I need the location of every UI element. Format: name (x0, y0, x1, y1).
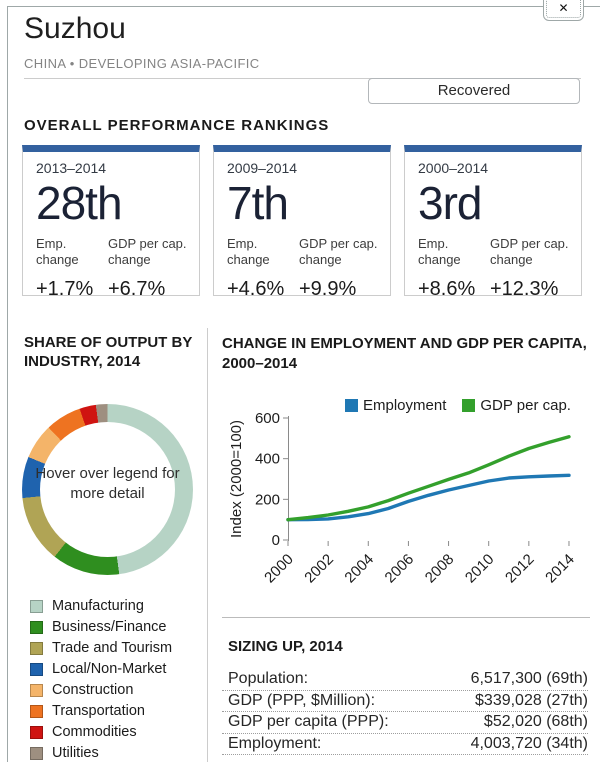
rank-card-2009-2014: 2009–2014 7th Emp. change +4.6% GDP per … (213, 145, 391, 300)
x-tick-label: 2014 (542, 551, 578, 585)
legend-label: Trade and Tourism (52, 640, 173, 656)
gdp-change-label: GDP per cap. change (108, 236, 187, 268)
row-label: GDP (PPP, $Million): (228, 691, 376, 709)
emp-change-label: Emp. change (418, 236, 461, 268)
legend-label: Utilities (52, 745, 99, 761)
industry-legend-item[interactable]: Trade and Tourism (30, 641, 172, 655)
row-label: GDP per capita (PPP): (228, 713, 389, 731)
emp-change-label: Emp. change (36, 236, 79, 268)
gdp-change-value: +6.7% (108, 277, 166, 300)
x-tick-label: 2010 (462, 551, 498, 585)
industry-legend-item[interactable]: Business/Finance (30, 620, 172, 634)
industry-donut-chart: Hover over legend for more detail (22, 404, 193, 575)
row-label: Employment: (228, 734, 322, 752)
sizing-table: Population: 6,517,300 (69th) GDP (PPP, $… (222, 669, 588, 755)
legend-swatch (30, 641, 43, 655)
header-divider (24, 78, 581, 79)
legend-swatch (30, 683, 43, 697)
table-row-gdp-per-capita: GDP per capita (PPP): $52,020 (68th) (222, 712, 588, 734)
donut-center-note: Hover over legend for more detail (35, 465, 180, 503)
employment-swatch (345, 399, 358, 412)
industry-legend: Manufacturing Business/Finance Trade and T… (30, 599, 172, 760)
gdp-change-label: GDP per cap. change (299, 236, 378, 268)
rankings-cards-row: 2013–2014 28th Emp. change +1.7% GDP per… (22, 145, 582, 300)
y-axis-label: Index (2000=100) (228, 420, 245, 538)
x-tick-label: 2008 (422, 551, 458, 585)
rankings-heading: OVERALL PERFORMANCE RANKINGS (24, 117, 330, 134)
table-row-employment: Employment: 4,003,720 (34th) (222, 734, 588, 755)
page-subtitle: CHINA • DEVELOPING ASIA-PACIFIC (24, 56, 260, 71)
y-tick-label: 400 (255, 451, 280, 468)
industry-legend-item[interactable]: Commodities (30, 725, 172, 739)
panel-border (7, 6, 600, 762)
legend-swatch (30, 704, 43, 718)
legend-swatch (30, 725, 43, 739)
line-chart-title: CHANGE IN EMPLOYMENT AND GDP PER CAPITA,… (222, 335, 587, 372)
legend-label: Transportation (52, 703, 145, 719)
industry-legend-item[interactable]: Local/Non-Market (30, 662, 172, 676)
legend-label: Commodities (52, 724, 137, 740)
row-value: $52,020 (68th) (483, 713, 588, 731)
x-tick-label: 2004 (341, 551, 377, 585)
rank-period: 2013–2014 (36, 160, 107, 176)
rank-card-2000-2014: 2000–2014 3rd Emp. change +8.6% GDP per … (404, 145, 582, 300)
rank-card-2013-2014: 2013–2014 28th Emp. change +1.7% GDP per… (22, 145, 200, 300)
close-button[interactable]: ✕ (543, 0, 584, 21)
recovered-status-button[interactable]: Recovered (368, 78, 580, 104)
legend-swatch (30, 599, 43, 613)
emp-change-value: +8.6% (418, 277, 476, 300)
row-value: $339,028 (27th) (475, 691, 588, 709)
y-tick-label: 200 (255, 491, 280, 508)
table-row-gdp: GDP (PPP, $Million): $339,028 (27th) (222, 691, 588, 712)
x-tick-label: 2000 (261, 551, 297, 585)
legend-swatch (30, 746, 43, 760)
gdp-change-value: +12.3% (490, 277, 559, 300)
rank-value: 3rd (418, 177, 482, 229)
legend-item-gdp-per-cap: GDP per cap. (462, 397, 571, 414)
x-tick-label: 2006 (382, 551, 418, 585)
industry-legend-item[interactable]: Construction (30, 683, 172, 697)
industry-chart-title: SHARE OF OUTPUT BY INDUSTRY, 2014 (24, 334, 193, 370)
rank-period: 2000–2014 (418, 160, 489, 176)
legend-item-employment: Employment (345, 397, 446, 414)
y-tick-label: 600 (255, 410, 280, 427)
gdp-change-label: GDP per cap. change (490, 236, 569, 268)
gdp-change-value: +9.9% (299, 277, 357, 300)
emp-change-value: +1.7% (36, 277, 94, 300)
donut-hole (40, 422, 175, 557)
gdp-per-cap-swatch (462, 399, 476, 412)
rank-value: 7th (227, 177, 289, 229)
industry-legend-item[interactable]: Utilities (30, 746, 172, 760)
emp-change-label: Emp. change (227, 236, 270, 268)
rank-period: 2009–2014 (227, 160, 298, 176)
gdp-per-cap-legend-label: GDP per cap. (480, 397, 571, 414)
employment-line (286, 473, 571, 522)
legend-label: Business/Finance (52, 619, 167, 635)
legend-label: Construction (52, 682, 134, 698)
column-divider (207, 328, 208, 762)
legend-swatch (30, 662, 43, 676)
legend-label: Manufacturing (52, 598, 144, 614)
row-label: Population: (228, 670, 309, 688)
row-value: 4,003,720 (34th) (470, 734, 588, 752)
industry-legend-item[interactable]: Manufacturing (30, 599, 172, 613)
emp-change-value: +4.6% (227, 277, 285, 300)
employment-legend-label: Employment (363, 397, 447, 414)
industry-legend-item[interactable]: Transportation (30, 704, 172, 718)
legend-label: Local/Non-Market (52, 661, 167, 677)
x-tick-label: 2002 (301, 551, 337, 585)
rank-value: 28th (36, 177, 123, 229)
table-row-population: Population: 6,517,300 (69th) (222, 669, 588, 691)
gdp-per-cap-line (286, 435, 571, 522)
sizing-heading: SIZING UP, 2014 (228, 638, 343, 655)
y-tick-label: 0 (272, 532, 280, 549)
line-chart-legend: Employment GDP per cap. (345, 397, 571, 414)
row-value: 6,517,300 (69th) (470, 670, 588, 688)
page-title: Suzhou (24, 12, 126, 45)
legend-swatch (30, 620, 43, 634)
x-tick-label: 2012 (502, 551, 538, 585)
sizing-divider (222, 617, 590, 618)
